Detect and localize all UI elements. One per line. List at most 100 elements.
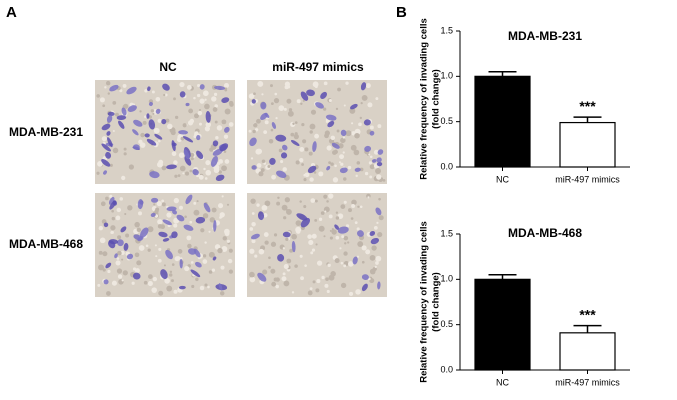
texture: [209, 217, 215, 223]
cell: [116, 115, 127, 120]
texture: [303, 205, 307, 209]
column-label: NC: [159, 60, 177, 74]
texture: [251, 212, 255, 215]
texture: [161, 202, 166, 207]
texture: [199, 285, 205, 291]
texture: [345, 130, 352, 137]
texture: [256, 163, 262, 168]
texture: [121, 279, 124, 282]
texture: [100, 201, 106, 207]
cell: [106, 115, 113, 123]
texture: [323, 235, 326, 238]
texture: [350, 217, 354, 220]
texture: [276, 201, 281, 206]
texture: [281, 204, 288, 211]
texture: [310, 251, 314, 255]
texture: [311, 248, 316, 252]
cell: [251, 99, 256, 104]
cell: [215, 174, 225, 181]
cell: [337, 226, 349, 234]
cell: [179, 91, 186, 98]
cell: [103, 222, 109, 228]
texture: [223, 82, 230, 88]
texture: [340, 162, 344, 166]
texture: [282, 247, 285, 250]
texture: [164, 278, 170, 284]
texture: [314, 85, 318, 89]
cell: [123, 242, 129, 251]
texture: [228, 248, 233, 253]
texture: [187, 243, 192, 249]
texture: [328, 161, 331, 165]
cell: [250, 233, 260, 240]
cell: [146, 138, 157, 146]
texture: [315, 288, 320, 293]
texture: [161, 199, 165, 203]
texture: [119, 89, 123, 93]
texture: [139, 110, 142, 113]
cell: [291, 240, 296, 253]
texture: [217, 203, 224, 209]
texture: [348, 291, 354, 296]
texture: [212, 107, 218, 112]
texture: [345, 81, 349, 85]
texture: [224, 231, 230, 237]
cell: [363, 119, 371, 126]
cell: [133, 144, 140, 150]
texture: [326, 289, 330, 294]
texture: [193, 96, 196, 100]
texture: [304, 172, 310, 178]
texture: [371, 245, 377, 251]
texture: [336, 129, 340, 133]
texture: [312, 280, 316, 284]
texture: [174, 174, 178, 178]
y-axis-label: Relative frequency of invading cells: [419, 18, 430, 180]
y-tick-label: 1.5: [440, 25, 453, 35]
texture: [327, 263, 331, 267]
texture: [343, 177, 347, 181]
cell: [108, 196, 115, 205]
texture: [340, 204, 346, 209]
texture: [349, 107, 356, 114]
texture: [339, 154, 345, 160]
texture: [189, 169, 193, 173]
cell: [369, 130, 375, 136]
texture: [166, 212, 172, 218]
texture: [204, 241, 207, 244]
texture: [365, 83, 371, 89]
texture: [112, 101, 117, 105]
texture: [214, 120, 218, 124]
texture: [97, 161, 103, 167]
texture: [281, 276, 287, 282]
texture: [358, 122, 362, 126]
row-label: MDA-MB-468: [9, 237, 83, 251]
texture: [293, 134, 299, 140]
texture: [314, 133, 320, 139]
texture: [117, 235, 122, 240]
texture: [189, 220, 193, 224]
texture: [157, 219, 163, 225]
y-tick-label: 1.0: [440, 274, 453, 284]
x-tick-label: miR-497 mimics: [555, 377, 620, 387]
texture: [342, 151, 345, 154]
chart-title: MDA-MB-231: [508, 29, 582, 43]
cell: [282, 231, 291, 238]
cell: [375, 207, 382, 216]
cell: [195, 261, 202, 268]
texture: [155, 255, 158, 258]
texture: [186, 85, 192, 90]
texture: [139, 142, 146, 148]
texture: [144, 115, 147, 119]
texture: [157, 118, 162, 123]
texture: [270, 84, 273, 88]
texture: [153, 203, 156, 206]
texture: [110, 225, 116, 231]
texture: [351, 199, 357, 206]
texture: [330, 135, 336, 141]
texture: [193, 135, 197, 139]
panel-label: A: [6, 4, 17, 21]
texture: [318, 217, 323, 222]
texture: [165, 118, 170, 123]
texture: [340, 282, 347, 289]
cell: [190, 269, 201, 278]
